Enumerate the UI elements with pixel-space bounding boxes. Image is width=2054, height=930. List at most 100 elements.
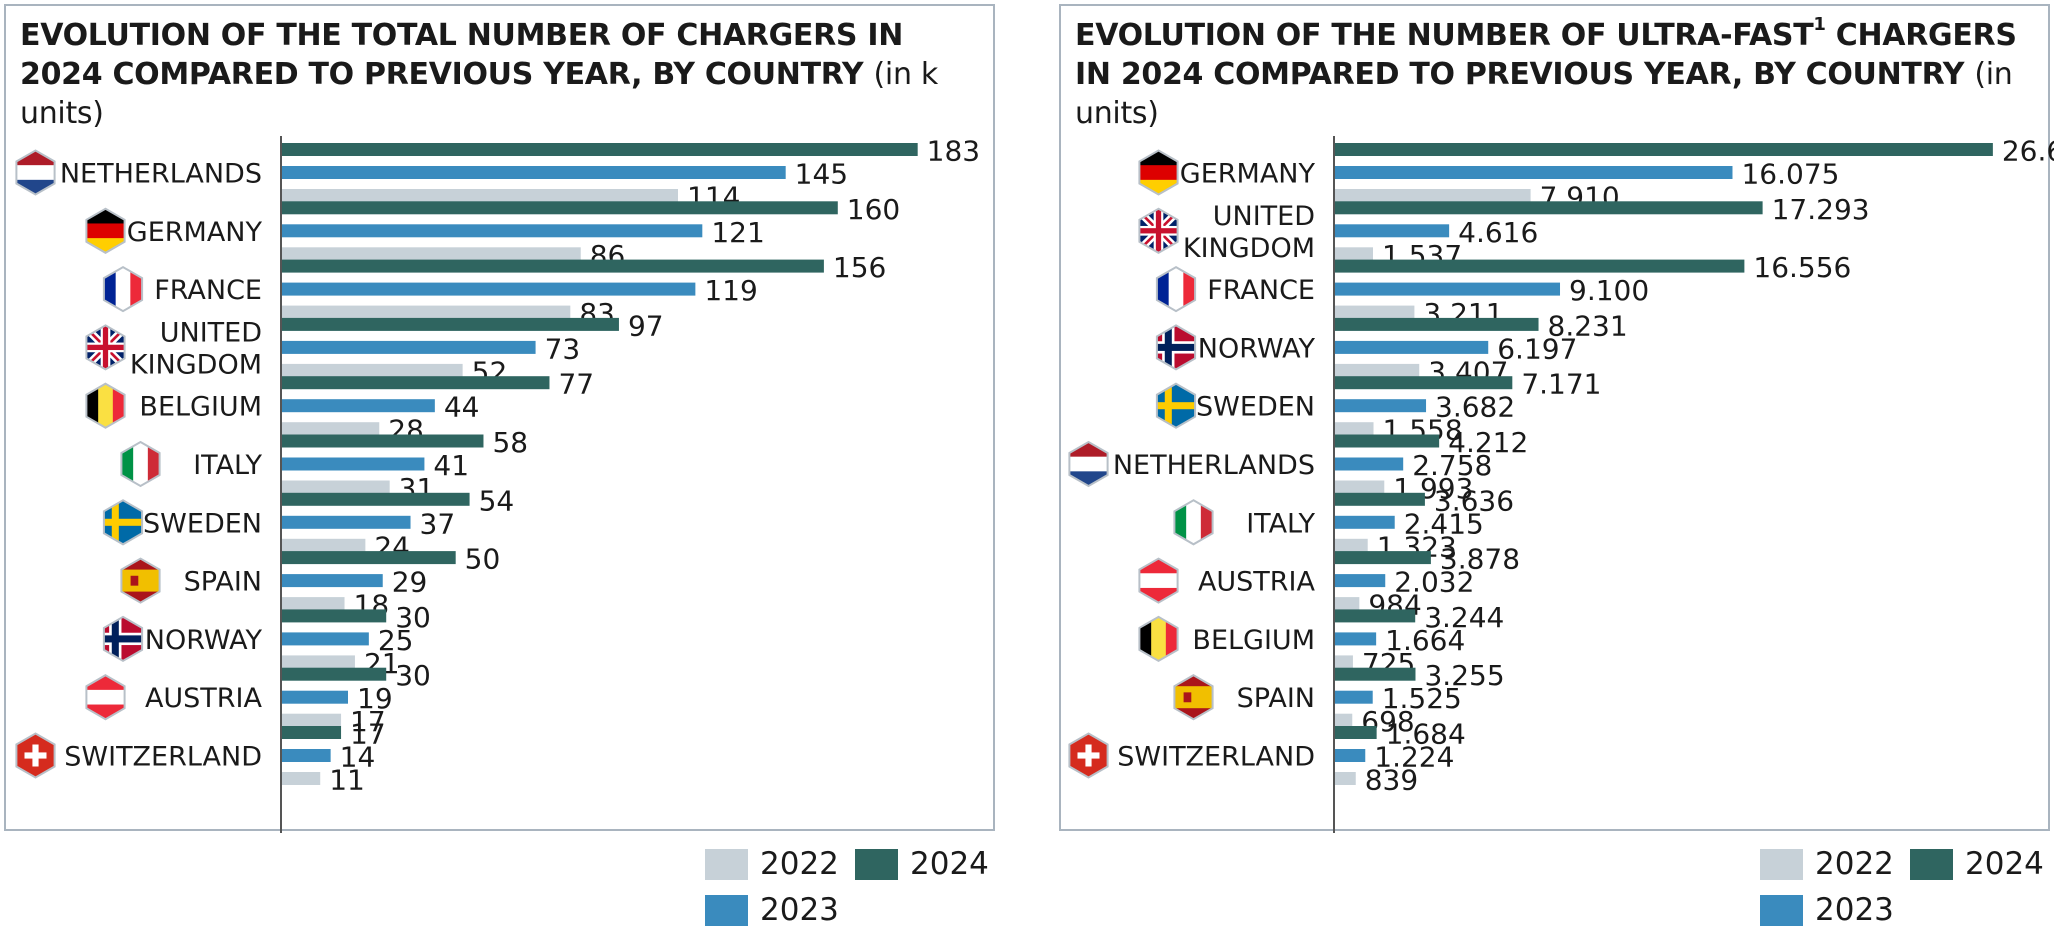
- unit-note: (in k units): [20, 57, 938, 131]
- bar-2023: [282, 166, 786, 179]
- category-label: ITALY: [1246, 508, 1315, 539]
- bar-2023: [282, 282, 696, 296]
- data-label-2024: 3.878: [1440, 543, 1520, 576]
- category-label: AUSTRIA: [1198, 567, 1316, 598]
- data-label-2024: 50: [465, 543, 501, 576]
- flag-netherlands-icon: [15, 149, 56, 196]
- data-label-2024: 3.255: [1424, 659, 1504, 692]
- chart-panel-ultra-fast-chargers: EVOLUTION OF THE NUMBER OF ULTRA-FAST1 C…: [1059, 4, 2054, 833]
- data-label-2024: 26.605: [2002, 135, 2054, 168]
- bar-2022: [1335, 305, 1415, 319]
- legend-label: 2024: [1965, 846, 2044, 882]
- flag-italy-icon: [120, 440, 161, 488]
- category-label: SWITZERLAND: [1117, 742, 1315, 773]
- data-label-2024: 17.293: [1772, 193, 1870, 226]
- data-label-2023: 37: [420, 507, 456, 540]
- category-label: SPAIN: [1237, 683, 1315, 714]
- bar-2023: [282, 515, 411, 529]
- data-label-2023: 1.525: [1382, 682, 1462, 715]
- data-label-2023: 145: [795, 158, 848, 191]
- flag-norway-icon: [102, 615, 144, 663]
- category-label: FRANCE: [154, 275, 262, 306]
- bar-2023: [282, 690, 348, 704]
- data-label-2022: 11: [329, 764, 365, 797]
- bar-2023: [282, 749, 331, 762]
- chart-panel-total-chargers: EVOLUTION OF THE TOTAL NUMBER OF CHARGER…: [4, 4, 995, 833]
- data-label-2024: 160: [847, 193, 900, 226]
- data-label-2023: 9.100: [1569, 274, 1649, 307]
- bar-2023: [282, 399, 435, 413]
- bar-2024: [282, 609, 387, 623]
- bar-2022: [1335, 422, 1374, 436]
- bar-2022: [282, 480, 390, 494]
- category-label: KINGDOM: [130, 349, 262, 380]
- bar-2024: [1335, 317, 1539, 331]
- bar-2024: [282, 259, 824, 273]
- bar-2024: [282, 317, 619, 331]
- bar-2023: [282, 574, 383, 588]
- flag-united-kingdom-icon: [85, 324, 126, 371]
- bar-2024: [282, 143, 918, 156]
- legend-item-2023: 2023: [1760, 892, 1894, 928]
- data-label-2024: 156: [833, 251, 886, 284]
- bar-2023: [1335, 166, 1733, 179]
- legend-swatch-2023: [705, 894, 748, 926]
- category-label: GERMANY: [1180, 159, 1316, 190]
- category-label: UNITED: [160, 317, 262, 348]
- bar-2024: [1335, 492, 1425, 506]
- bar-2023: [282, 457, 425, 471]
- bar-2023: [282, 224, 703, 238]
- flag-switzerland-icon: [15, 732, 56, 779]
- legend-swatch-2024: [1910, 848, 1953, 880]
- bar-2023: [282, 340, 536, 354]
- legend-label: 2024: [910, 846, 989, 882]
- data-label-2023: 4.616: [1458, 216, 1538, 249]
- chart-title: EVOLUTION OF THE NUMBER OF ULTRA-FAST1 C…: [1075, 14, 2017, 132]
- category-label: UNITED: [1213, 201, 1315, 232]
- data-label-2024: 30: [395, 601, 431, 634]
- data-label-2023: 44: [444, 391, 480, 424]
- data-label-2023: 6.197: [1497, 332, 1577, 365]
- category-label: NORWAY: [145, 625, 263, 656]
- data-label-2023: 119: [704, 274, 757, 307]
- chart-title: EVOLUTION OF THE TOTAL NUMBER OF CHARGER…: [20, 18, 938, 131]
- data-label-2023: 73: [545, 332, 581, 365]
- flag-sweden-icon: [1155, 382, 1197, 429]
- bar-2022: [282, 772, 321, 785]
- bar-2023: [1335, 282, 1561, 296]
- category-label: KINGDOM: [1183, 233, 1315, 264]
- bar-2023: [1335, 224, 1450, 238]
- data-label-2024: 30: [395, 659, 431, 692]
- bar-2022: [1335, 597, 1360, 611]
- category-label: NORWAY: [1198, 333, 1316, 364]
- data-label-2023: 29: [392, 566, 428, 599]
- flag-netherlands-icon: [1068, 440, 1109, 488]
- bar-2022: [282, 713, 342, 727]
- category-label: SWEDEN: [1196, 392, 1315, 423]
- flag-france-icon: [102, 265, 144, 313]
- bar-2022: [282, 189, 678, 202]
- bar-2022: [282, 363, 463, 377]
- bar-2024: [282, 551, 456, 565]
- legend-swatch-2022: [1760, 848, 1803, 880]
- bar-2024: [282, 434, 484, 448]
- bar-2024: [282, 667, 387, 681]
- data-label-2023: 25: [378, 624, 414, 657]
- bar-2024: [1335, 201, 1763, 215]
- bar-2023: [1335, 690, 1373, 704]
- category-label: SWITZERLAND: [64, 742, 262, 773]
- bar-2024: [282, 201, 838, 215]
- data-label-2023: 2.415: [1404, 507, 1484, 540]
- bar-2024: [1335, 609, 1416, 623]
- bar-2023: [1335, 749, 1366, 762]
- legend-item-2024: 2024: [855, 846, 989, 882]
